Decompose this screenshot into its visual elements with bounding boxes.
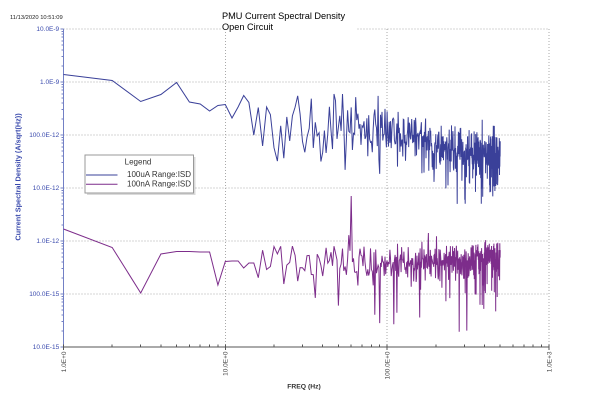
svg-text:10.0E+0: 10.0E+0 (223, 351, 230, 376)
svg-text:PMU Current Spectral Density: PMU Current Spectral Density (222, 11, 345, 21)
svg-text:10.0E-12: 10.0E-12 (33, 185, 60, 192)
svg-text:1.0E-9: 1.0E-9 (40, 79, 60, 86)
svg-text:1.0E+3: 1.0E+3 (546, 351, 553, 372)
svg-text:100.0E-12: 100.0E-12 (29, 132, 59, 139)
svg-text:100nA Range:ISD: 100nA Range:ISD (127, 180, 191, 189)
svg-text:11/13/2020 10:51:09: 11/13/2020 10:51:09 (10, 15, 63, 21)
svg-text:100uA Range:ISD: 100uA Range:ISD (127, 170, 191, 179)
svg-text:FREQ (Hz): FREQ (Hz) (287, 384, 321, 391)
svg-text:Current Spectral Density (A/sq: Current Spectral Density (A/sqrt(Hz)) (13, 113, 22, 241)
svg-text:Open Circuit: Open Circuit (222, 22, 274, 32)
svg-text:100.0E+0: 100.0E+0 (385, 351, 392, 379)
svg-text:1.0E+0: 1.0E+0 (61, 351, 68, 372)
svg-text:10.0E-9: 10.0E-9 (36, 26, 59, 33)
svg-text:1.0E-12: 1.0E-12 (36, 238, 59, 245)
svg-text:10.0E-15: 10.0E-15 (33, 344, 60, 351)
svg-text:100.0E-15: 100.0E-15 (29, 291, 59, 298)
svg-text:Legend: Legend (125, 158, 152, 167)
